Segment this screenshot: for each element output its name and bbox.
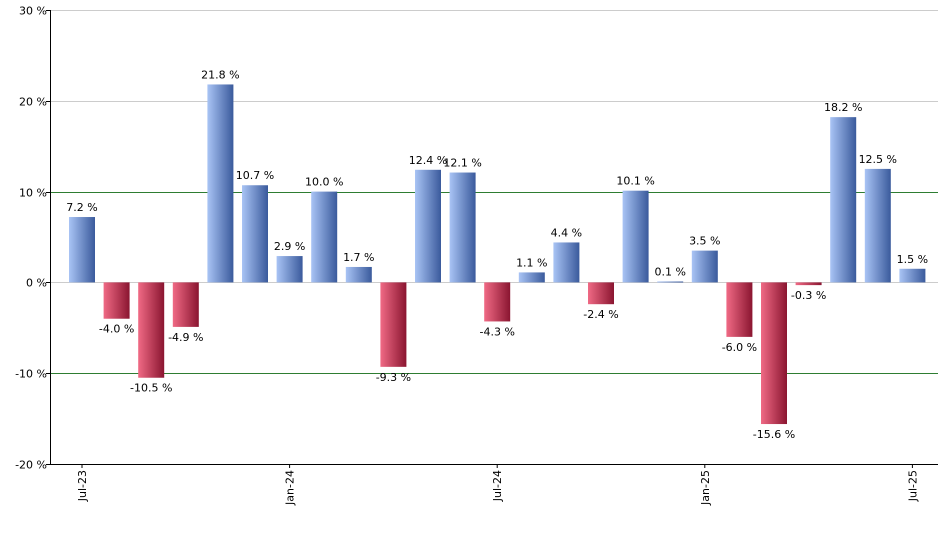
data-label-Apr-24: -9.3 % — [376, 371, 411, 384]
y-tick-label: 20 % — [19, 96, 47, 109]
data-label-Jan-24: 2.9 % — [274, 240, 305, 253]
bar-Jul-24 — [484, 282, 511, 322]
y-tick-label: -20 % — [15, 459, 47, 472]
data-label-Aug-23: -4.0 % — [99, 323, 134, 336]
bar-Jan-25 — [691, 250, 718, 283]
data-label-Apr-25: -0.3 % — [791, 289, 826, 302]
data-label-Dec-23: 10.7 % — [236, 169, 274, 182]
data-label-Jan-25: 3.5 % — [689, 235, 720, 248]
y-tick-label: 10 % — [19, 187, 47, 200]
bars — [69, 84, 926, 425]
bar-Aug-24 — [518, 272, 545, 283]
data-label-Mar-24: 1.7 % — [343, 251, 374, 264]
bar-Jan-24 — [276, 256, 303, 283]
data-label-Sep-23: -10.5 % — [130, 382, 172, 395]
data-label-Dec-24: 0.1 % — [654, 265, 685, 278]
bar-Nov-23 — [207, 84, 234, 283]
bar-Sep-24 — [553, 242, 580, 283]
data-label-Jul-25: 1.5 % — [897, 253, 928, 266]
bar-Oct-24 — [588, 282, 614, 305]
y-tick-label: 0 % — [26, 277, 47, 290]
y-tick-label: -10 % — [15, 368, 47, 381]
bar-Apr-25 — [795, 282, 822, 286]
data-label-Jul-24: -4.3 % — [479, 325, 514, 338]
bar-Jul-23 — [69, 217, 95, 283]
data-label-Aug-24: 1.1 % — [516, 256, 547, 269]
bar-May-25 — [830, 117, 857, 283]
axes: -20 % -10 % 0 % 10 % 20 % 30 % Jul-23 Jan-24 Jul… — [15, 5, 938, 506]
x-tick-label: Jul-23 — [76, 470, 89, 502]
data-label-Mar-25: -15.6 % — [753, 428, 795, 441]
bar-Feb-24 — [311, 191, 338, 283]
bar-Dec-23 — [242, 185, 268, 283]
x-tick-label: Jan-24 — [284, 470, 297, 506]
bar-Feb-25 — [726, 282, 753, 337]
data-label-Sep-24: 4.4 % — [551, 226, 582, 239]
data-label-Jun-24: 12.1 % — [443, 157, 481, 170]
data-labels: 7.2 % -4.0 % -10.5 % -4.9 % 21.8 % 10.7 % 2.9 … — [66, 68, 928, 441]
bar-Jun-25 — [864, 168, 891, 283]
data-label-Nov-24: 10.1 % — [616, 175, 654, 188]
x-tick-label: Jul-24 — [491, 470, 504, 502]
data-label-Feb-24: 10.0 % — [305, 176, 343, 189]
bar-Apr-24 — [380, 282, 407, 367]
data-label-May-25: 18.2 % — [824, 101, 862, 114]
bar-May-24 — [415, 169, 441, 283]
data-label-Oct-23: -4.9 % — [168, 331, 203, 344]
bar-Jun-24 — [449, 172, 476, 283]
bar-Jul-25 — [899, 268, 926, 283]
data-label-Nov-23: 21.8 % — [201, 68, 239, 81]
data-label-Jul-23: 7.2 % — [66, 201, 97, 214]
y-tick-label: 30 % — [19, 5, 47, 18]
bar-Oct-23 — [172, 282, 199, 327]
data-label-May-24: 12.4 % — [409, 154, 447, 167]
data-label-Jun-25: 12.5 % — [859, 153, 897, 166]
bar-Nov-24 — [622, 190, 649, 283]
data-label-Feb-25: -6.0 % — [722, 341, 757, 354]
bar-Sep-23 — [138, 282, 165, 378]
data-label-Oct-24: -2.4 % — [583, 308, 618, 321]
bar-Aug-23 — [103, 282, 130, 319]
bar-Mar-24 — [345, 266, 372, 283]
x-tick-label: Jul-25 — [906, 470, 919, 502]
bar-Dec-24 — [657, 281, 684, 283]
x-tick-label: Jan-25 — [699, 470, 712, 506]
bar-Mar-25 — [761, 282, 787, 425]
